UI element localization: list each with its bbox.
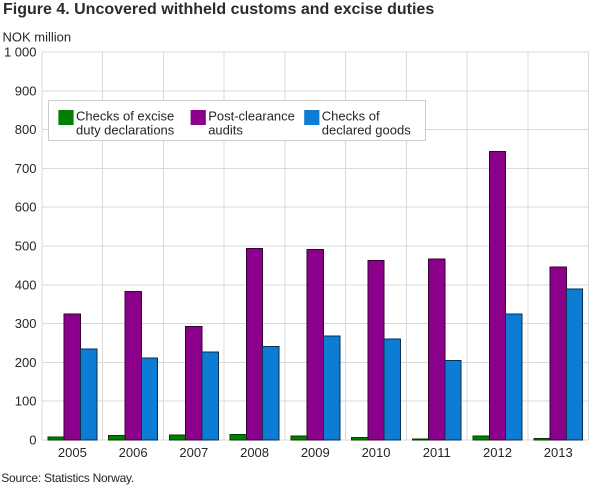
svg-text:2009: 2009 (301, 445, 330, 460)
svg-text:600: 600 (15, 200, 37, 215)
svg-text:2010: 2010 (362, 445, 391, 460)
svg-text:declared goods: declared goods (322, 123, 411, 138)
svg-text:100: 100 (15, 394, 37, 409)
svg-text:900: 900 (15, 83, 37, 98)
svg-text:800: 800 (15, 122, 37, 137)
svg-text:Figure 4. Uncovered withheld c: Figure 4. Uncovered withheld customs and… (3, 1, 434, 18)
svg-text:Checks of: Checks of (322, 109, 380, 124)
svg-text:2005: 2005 (58, 445, 87, 460)
svg-text:0: 0 (29, 433, 36, 448)
svg-text:2008: 2008 (240, 445, 269, 460)
svg-text:300: 300 (15, 316, 37, 331)
svg-text:2013: 2013 (544, 445, 573, 460)
svg-text:400: 400 (15, 277, 37, 292)
svg-text:700: 700 (15, 161, 37, 176)
svg-text:2006: 2006 (119, 445, 148, 460)
svg-text:2012: 2012 (483, 445, 512, 460)
svg-text:audits: audits (208, 123, 243, 138)
svg-text:500: 500 (15, 239, 37, 254)
svg-text:Checks of excise: Checks of excise (76, 109, 174, 124)
svg-text:1 000: 1 000 (4, 45, 37, 60)
svg-text:NOK million: NOK million (3, 29, 72, 44)
svg-text:2007: 2007 (179, 445, 208, 460)
svg-text:200: 200 (15, 355, 37, 370)
svg-text:Source: Statistics Norway.: Source: Statistics Norway. (1, 471, 134, 485)
svg-text:duty declarations: duty declarations (76, 123, 175, 138)
svg-text:Post-clearance: Post-clearance (208, 109, 295, 124)
svg-text:2011: 2011 (423, 445, 451, 460)
